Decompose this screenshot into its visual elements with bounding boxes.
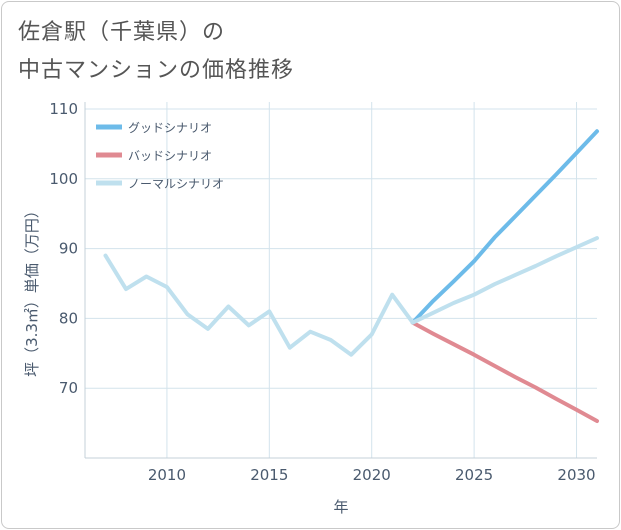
y-tick-label: 80 [59, 309, 78, 327]
chart-title-line-2: 中古マンションの価格推移 [18, 58, 295, 83]
x-tick-label: 2025 [455, 466, 493, 484]
chart-title-line-1: 佐倉駅（千葉県）の [18, 20, 226, 45]
x-axis-title: 年 [333, 498, 348, 516]
y-axis-ticks: 70 80 90 100 110 [49, 100, 78, 397]
y-tick-label: 110 [49, 100, 78, 118]
x-tick-label: 2030 [557, 466, 595, 484]
y-tick-label: 100 [49, 170, 78, 188]
y-tick-label: 90 [59, 240, 78, 258]
grid [85, 102, 597, 458]
x-tick-label: 2010 [148, 466, 186, 484]
series-lines [103, 129, 599, 423]
plot-border [84, 102, 597, 459]
x-tick-label: 2020 [353, 466, 391, 484]
y-tick-label: 70 [59, 379, 78, 397]
series-line-2 [410, 320, 599, 423]
legend-label: グッドシナリオ [128, 121, 212, 135]
legend-label: バッドシナリオ [128, 149, 212, 163]
legend-label: ノーマルシナリオ [128, 177, 224, 191]
chart-title: 佐倉駅（千葉県）の 中古マンションの価格推移 [18, 14, 294, 90]
series-line-1 [410, 129, 599, 325]
y-axis-title: 坪（3.3㎡）単価（万円） [23, 203, 41, 377]
x-axis-ticks: 2010 2015 2020 2025 2030 [148, 466, 596, 484]
x-tick-label: 2015 [250, 466, 288, 484]
series-line-3 [103, 236, 599, 357]
